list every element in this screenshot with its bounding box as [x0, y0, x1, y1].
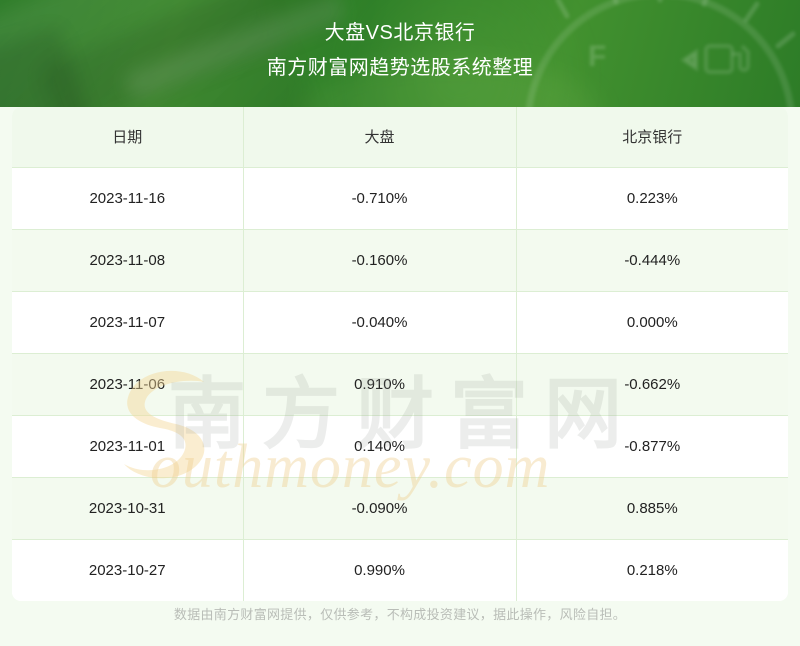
cell-date: 2023-11-06	[12, 353, 244, 416]
table-row: 2023-11-16 -0.710% 0.223%	[12, 167, 788, 230]
cell-stock: -0.444%	[516, 229, 788, 292]
data-table-card: 日期 大盘 北京银行 2023-11-16 -0.710% 0.223% 202…	[12, 107, 788, 601]
header-banner: F 大盘VS北京银行 南方财富网趋势选股系统整理	[0, 0, 800, 107]
cell-date: 2023-10-27	[12, 539, 244, 601]
table-row: 2023-11-06 0.910% -0.662%	[12, 353, 788, 416]
cell-date: 2023-11-16	[12, 167, 244, 230]
cell-date: 2023-10-31	[12, 477, 244, 540]
cell-market: -0.710%	[243, 167, 517, 230]
cell-market: -0.160%	[243, 229, 517, 292]
cell-market: -0.090%	[243, 477, 517, 540]
table-row: 2023-11-01 0.140% -0.877%	[12, 415, 788, 478]
column-header-market: 大盘	[243, 107, 517, 168]
cell-stock: -0.662%	[516, 353, 788, 416]
column-header-stock: 北京银行	[516, 107, 788, 168]
cell-market: 0.990%	[243, 539, 517, 601]
table-body: 2023-11-16 -0.710% 0.223% 2023-11-08 -0.…	[12, 167, 788, 601]
cell-stock: -0.877%	[516, 415, 788, 478]
table-header: 日期 大盘 北京银行	[12, 107, 788, 168]
table-row: 2023-10-31 -0.090% 0.885%	[12, 477, 788, 540]
cell-stock: 0.885%	[516, 477, 788, 540]
page-subtitle: 南方财富网趋势选股系统整理	[266, 57, 534, 79]
cell-date: 2023-11-08	[12, 229, 244, 292]
cell-stock: 0.000%	[516, 291, 788, 354]
cell-market: 0.910%	[243, 353, 517, 416]
cell-market: 0.140%	[243, 415, 517, 478]
disclaimer-text: 数据由南方财富网提供，仅供参考，不构成投资建议，据此操作，风险自担。	[173, 607, 627, 622]
cell-date: 2023-11-01	[12, 415, 244, 478]
cell-date: 2023-11-07	[12, 291, 244, 354]
column-header-date: 日期	[12, 107, 244, 168]
page-title: 大盘VS北京银行	[324, 22, 476, 44]
banner-title-block: 大盘VS北京银行 南方财富网趋势选股系统整理	[0, 18, 800, 83]
table-row: 2023-11-08 -0.160% -0.444%	[12, 229, 788, 292]
cell-stock: 0.218%	[516, 539, 788, 601]
cell-market: -0.040%	[243, 291, 517, 354]
table-row: 2023-10-27 0.990% 0.218%	[12, 539, 788, 601]
table-header-row: 日期 大盘 北京银行	[12, 107, 788, 168]
table-row: 2023-11-07 -0.040% 0.000%	[12, 291, 788, 354]
cell-stock: 0.223%	[516, 167, 788, 230]
comparison-table: 日期 大盘 北京银行 2023-11-16 -0.710% 0.223% 202…	[12, 107, 788, 601]
